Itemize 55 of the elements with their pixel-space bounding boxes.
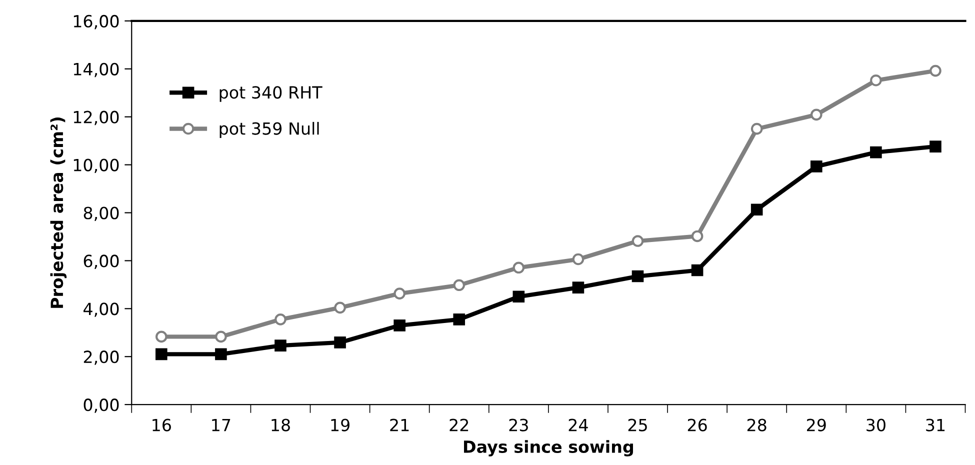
point	[930, 140, 942, 152]
y-tick-label: 12,00	[74, 110, 119, 126]
point	[691, 264, 704, 276]
x-tick-label: 23	[509, 418, 528, 432]
point	[572, 282, 584, 294]
y-axis-title: Projected area (cm²)	[50, 117, 67, 308]
legend-label: pot 359 Null	[220, 122, 319, 138]
x-tick-label: 18	[272, 418, 290, 432]
point	[512, 262, 525, 274]
point	[750, 204, 763, 216]
x-tick-label: 26	[688, 418, 707, 432]
y-tick-label: 8,00	[84, 206, 119, 222]
y-tick-label: 10,00	[74, 158, 119, 174]
point	[394, 288, 406, 300]
point	[632, 235, 644, 247]
x-tick-label: 16	[152, 418, 171, 432]
x-tick-label: 28	[747, 418, 766, 432]
point	[394, 320, 406, 332]
x-tick-label: 25	[628, 418, 647, 432]
point	[274, 314, 286, 326]
point	[334, 302, 346, 314]
x-tick-label: 29	[807, 418, 826, 432]
x-axis-title: Days since sowing	[464, 440, 633, 456]
x-tick-label: 21	[390, 418, 409, 432]
point	[215, 330, 227, 343]
point	[750, 122, 763, 135]
y-tick-label: 0,00	[84, 398, 119, 413]
x-tick-label: 17	[212, 418, 230, 432]
point	[453, 314, 466, 326]
x-tick-label: 19	[331, 418, 350, 432]
x-tick-label: 24	[568, 418, 588, 432]
y-tick-label: 16,00	[74, 14, 119, 30]
x-tick-label: 31	[926, 418, 945, 432]
y-tick-label: 4,00	[84, 302, 119, 317]
x-tick-label: 30	[866, 418, 886, 432]
point	[155, 330, 168, 343]
point	[870, 146, 882, 158]
point	[512, 290, 525, 303]
y-tick-label: 2,00	[84, 350, 119, 365]
y-tick-label: 6,00	[84, 254, 119, 269]
point	[215, 348, 227, 360]
point	[691, 230, 704, 242]
point	[155, 348, 168, 360]
legend-label: pot 340 RHT	[220, 86, 322, 102]
point	[274, 340, 286, 352]
point	[870, 74, 882, 86]
point	[632, 270, 644, 282]
point	[930, 64, 942, 77]
x-tick-label: 22	[450, 418, 468, 432]
point	[453, 279, 466, 292]
point	[334, 336, 346, 348]
point	[810, 160, 822, 172]
point	[572, 253, 584, 266]
point	[810, 108, 822, 121]
y-tick-label: 14,00	[74, 62, 119, 78]
